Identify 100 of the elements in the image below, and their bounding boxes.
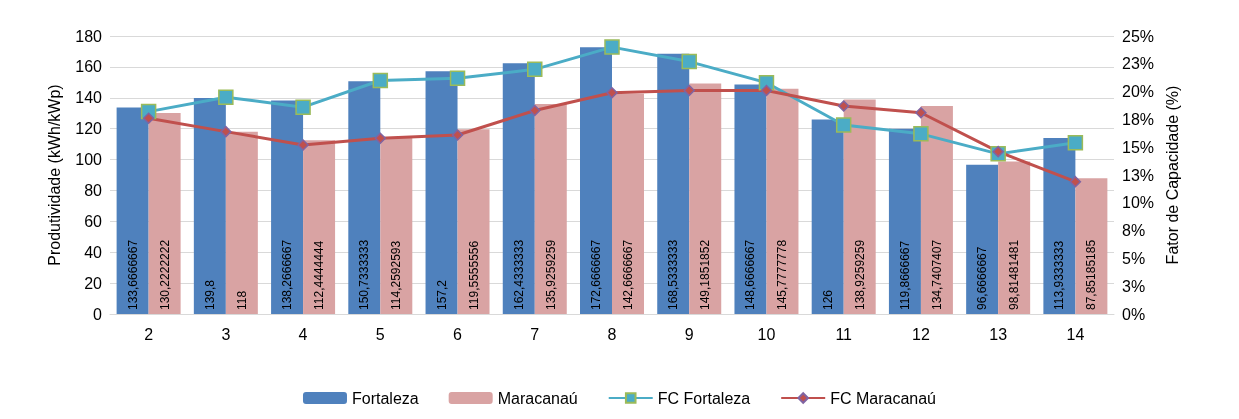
bar bbox=[888, 128, 921, 314]
data-label: 133,6666667 bbox=[125, 239, 140, 310]
bar bbox=[303, 140, 336, 314]
data-label: 162,4333333 bbox=[511, 239, 526, 310]
legend-label: Maracanaú bbox=[497, 389, 578, 407]
y2-tick-label: 13% bbox=[1122, 166, 1155, 184]
bar bbox=[534, 104, 567, 314]
data-label: 150,7333333 bbox=[357, 239, 372, 310]
x-tick-label: 12 bbox=[912, 325, 930, 343]
y-tick-label: 80 bbox=[84, 181, 103, 199]
x-tick-label: 7 bbox=[530, 325, 540, 343]
bar bbox=[766, 88, 799, 314]
point bbox=[142, 112, 155, 125]
y2-tick-label: 25% bbox=[1122, 27, 1155, 45]
point bbox=[1069, 175, 1082, 188]
legend-label: Fortaleza bbox=[351, 389, 419, 407]
y2-tick-label: 15% bbox=[1122, 138, 1155, 156]
data-label: 119,8666667 bbox=[897, 240, 912, 310]
point bbox=[760, 84, 773, 97]
data-label: 138,9259259 bbox=[852, 239, 867, 310]
bar bbox=[193, 98, 226, 314]
y-tick-label: 20 bbox=[84, 274, 103, 292]
bar bbox=[271, 100, 304, 314]
data-label: 149,1851852 bbox=[698, 239, 713, 310]
data-label: 138,2666667 bbox=[280, 239, 295, 310]
point bbox=[835, 117, 852, 133]
point bbox=[449, 70, 466, 87]
bar bbox=[811, 119, 844, 314]
point bbox=[297, 139, 309, 151]
point bbox=[681, 53, 697, 70]
data-label: 134,7407407 bbox=[929, 239, 944, 310]
bar bbox=[580, 47, 612, 314]
point bbox=[372, 72, 389, 89]
point bbox=[529, 104, 541, 117]
bar bbox=[657, 53, 690, 314]
point bbox=[604, 39, 620, 55]
y-tick-label: 120 bbox=[75, 120, 103, 138]
y2-tick-label: 8% bbox=[1122, 222, 1146, 240]
data-label: 87,85185185 bbox=[1084, 239, 1099, 310]
data-label: 118 bbox=[234, 290, 249, 310]
data-label: 113,9333333 bbox=[1052, 240, 1067, 310]
point bbox=[218, 89, 234, 105]
x-tick-label: 4 bbox=[298, 325, 308, 343]
data-label: 168,5333333 bbox=[666, 239, 681, 310]
data-label: 126 bbox=[820, 289, 835, 310]
y2-tick-label: 5% bbox=[1122, 249, 1146, 267]
point bbox=[683, 84, 695, 97]
data-label: 135,9259259 bbox=[543, 239, 558, 310]
y-tick-label: 180 bbox=[75, 27, 103, 45]
y-tick-label: 160 bbox=[75, 58, 103, 76]
data-label: 114,2592593 bbox=[389, 240, 404, 310]
y2-tick-label: 18% bbox=[1122, 110, 1155, 128]
bar bbox=[502, 63, 535, 314]
bar bbox=[612, 93, 644, 314]
bar bbox=[457, 129, 490, 314]
bar bbox=[843, 99, 876, 314]
x-tick-label: 6 bbox=[453, 325, 463, 343]
bar bbox=[1075, 178, 1108, 314]
data-label: 130,2222222 bbox=[157, 239, 172, 310]
data-label: 119,5555556 bbox=[466, 240, 481, 310]
y2-tick-label: 20% bbox=[1122, 83, 1155, 101]
y-tick-label: 0 bbox=[93, 305, 103, 323]
data-label: 172,6666667 bbox=[589, 239, 603, 310]
bar bbox=[380, 137, 413, 314]
y2-tick-label: 23% bbox=[1122, 55, 1155, 73]
point bbox=[374, 132, 387, 145]
bar bbox=[998, 161, 1031, 314]
y2-tick-label: 0% bbox=[1122, 305, 1146, 323]
point bbox=[992, 145, 1004, 158]
point bbox=[606, 86, 618, 99]
y-tick-label: 140 bbox=[75, 89, 103, 107]
legend-label: FC Maracanaú bbox=[830, 389, 937, 407]
data-label: 142,6666667 bbox=[621, 239, 635, 310]
point bbox=[915, 106, 927, 119]
x-tick-label: 3 bbox=[221, 325, 231, 343]
data-label: 96,6666667 bbox=[975, 246, 990, 310]
data-label: 148,6666667 bbox=[743, 239, 758, 310]
bar bbox=[734, 84, 767, 314]
x-tick-label: 8 bbox=[607, 325, 617, 343]
x-tick-label: 2 bbox=[144, 325, 154, 343]
data-label: 98,81481481 bbox=[1007, 239, 1022, 310]
point bbox=[220, 125, 232, 138]
point bbox=[1067, 135, 1084, 151]
bar bbox=[920, 105, 953, 314]
bar bbox=[966, 164, 999, 314]
bar bbox=[225, 131, 258, 314]
x-tick-label: 14 bbox=[1066, 325, 1085, 343]
point bbox=[527, 61, 543, 78]
legend-label: FC Fortaleza bbox=[657, 389, 751, 407]
data-label: 145,7777778 bbox=[775, 239, 790, 310]
x-tick-label: 5 bbox=[375, 325, 385, 343]
y-tick-label: 60 bbox=[84, 212, 103, 230]
data-label: 157,2 bbox=[434, 279, 449, 310]
point bbox=[913, 126, 929, 142]
y2-tick-label: 10% bbox=[1122, 194, 1155, 212]
bar bbox=[148, 112, 181, 314]
y2-tick-label: 3% bbox=[1122, 277, 1146, 295]
bar bbox=[425, 71, 458, 314]
point bbox=[837, 100, 850, 112]
x-tick-label: 9 bbox=[684, 325, 694, 343]
